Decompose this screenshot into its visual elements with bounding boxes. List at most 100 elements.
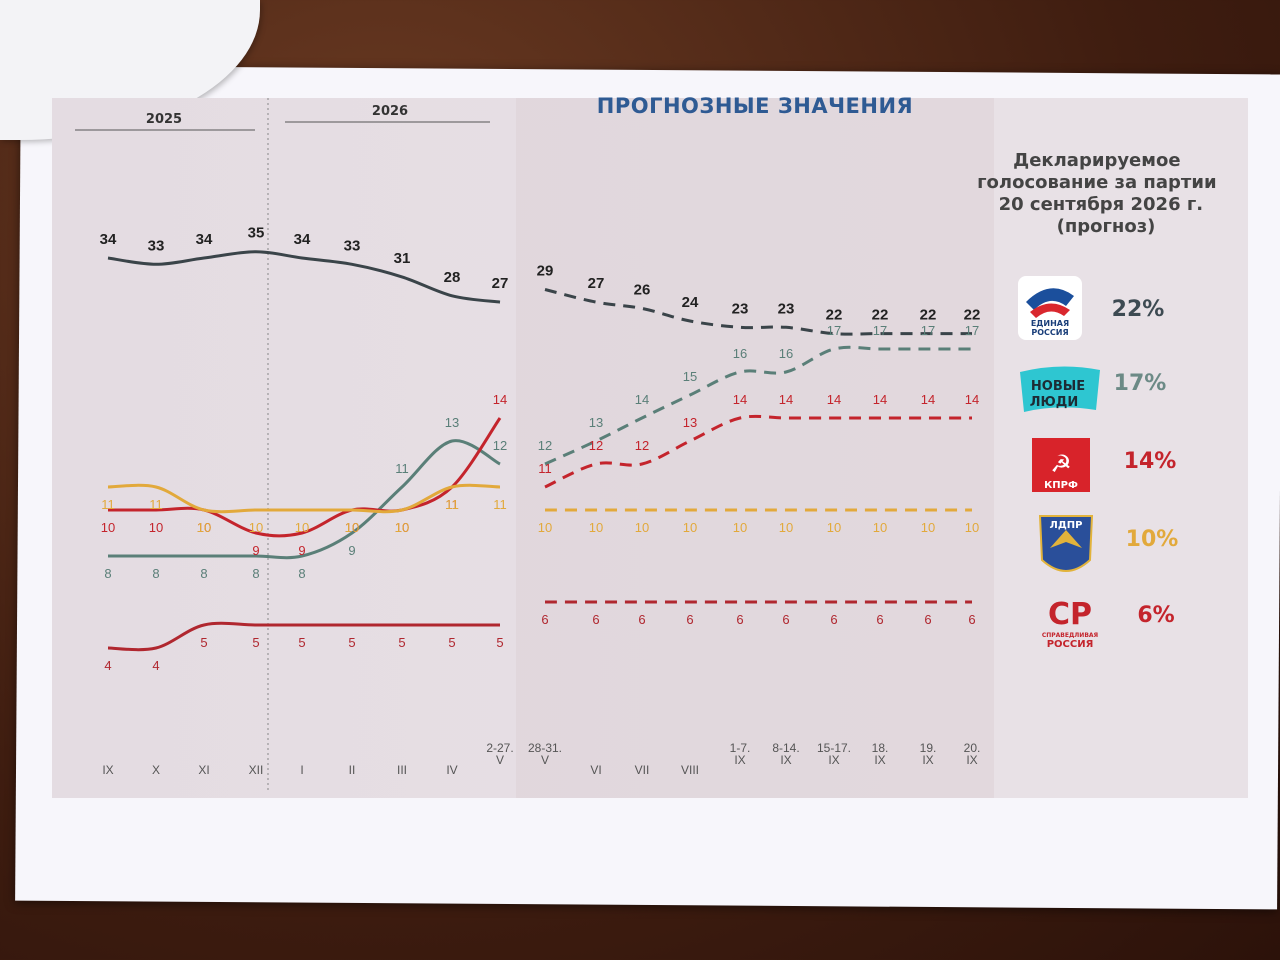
x-tick-1: X: [152, 763, 160, 777]
series-line-2-actual: [108, 417, 502, 538]
data-label-s0-10: 27: [588, 275, 605, 292]
legend: Декларируемое голосование за партии 20 с…: [977, 150, 1223, 650]
data-label-s2-13: 14: [733, 392, 747, 407]
new-people-logo-line-2: ЛЮДИ: [1030, 395, 1079, 410]
data-label-s4-3: 5: [252, 635, 259, 650]
x-tick-13: 1-7. IX: [730, 741, 751, 767]
united-russia-logo: ЕДИНАЯ РОССИЯ: [1018, 276, 1082, 340]
x-tick-9: 28-31. V: [528, 741, 562, 767]
data-label-s4-17: 6: [924, 612, 931, 627]
data-label-s3-5: 10: [345, 520, 359, 535]
data-label-s4-16: 6: [876, 612, 883, 627]
data-label-s3-0: 11: [101, 497, 115, 512]
series-layer: [107, 250, 972, 652]
data-label-s0-17: 22: [920, 307, 937, 324]
data-label-s1-8: 12: [493, 438, 507, 453]
data-label-s1-13: 16: [733, 346, 747, 361]
new-people-logo: НОВЫЕ ЛЮДИ: [1020, 366, 1100, 412]
legend-title-line-1: Декларируемое: [1013, 150, 1180, 171]
data-label-s2-18: 14: [965, 392, 979, 407]
data-label-s1-17: 17: [921, 323, 935, 338]
x-tick-12: VIII: [681, 763, 699, 777]
data-label-s0-5: 33: [344, 237, 361, 254]
x-tick-7: IV: [446, 763, 457, 777]
data-label-s2-8: 14: [493, 392, 507, 407]
data-label-s3-13: 10: [733, 520, 747, 535]
fair-russia-logo: СР СПРАВЕДЛИВАЯ РОССИЯ: [1042, 597, 1099, 650]
data-label-s2-1: 10: [149, 520, 163, 535]
data-label-s3-16: 10: [873, 520, 887, 535]
x-tick-15: 15-17. IX: [817, 741, 851, 767]
series-line-0-forecast: [544, 288, 972, 336]
ldpr-logo: ЛДПР: [1038, 515, 1094, 572]
legend-value-united-russia: 22%: [1112, 297, 1165, 322]
data-label-s2-9: 11: [538, 461, 552, 476]
data-label-s2-5: 10: [345, 520, 359, 535]
data-label-s0-7: 28: [444, 269, 461, 286]
data-label-s2-0: 10: [101, 520, 115, 535]
new-people-logo-line-1: НОВЫЕ: [1031, 379, 1085, 394]
x-tick-10: VI: [590, 763, 601, 777]
data-label-s0-11: 26: [634, 281, 651, 298]
series-line-0-actual: [107, 250, 501, 304]
data-label-s2-4: 9: [298, 543, 305, 558]
data-label-s2-15: 14: [827, 392, 841, 407]
data-label-s4-7: 5: [448, 635, 455, 650]
kprf-logo-text: КПРФ: [1044, 480, 1078, 491]
hammer-sickle-icon: ☭: [1050, 451, 1072, 478]
data-label-s3-3: 10: [249, 520, 263, 535]
data-label-s3-15: 10: [827, 520, 841, 535]
legend-title-line-3: 20 сентября 2026 г.: [999, 194, 1204, 215]
data-label-s0-12: 24: [682, 294, 699, 311]
data-label-s3-7: 11: [445, 497, 459, 512]
united-russia-logo-line-1: ЕДИНАЯ: [1031, 319, 1069, 328]
data-label-s1-16: 17: [873, 323, 887, 338]
data-label-s1-9: 12: [538, 438, 552, 453]
x-tick-14: 8-14. IX: [772, 741, 799, 767]
data-label-s3-8: 11: [493, 497, 507, 512]
x-tick-18: 20. IX: [964, 741, 981, 767]
x-tick-0: IX: [102, 763, 113, 777]
data-label-s0-16: 22: [872, 307, 889, 324]
data-label-s3-11: 10: [635, 520, 649, 535]
x-axis-ticks: IX X XI XII I II III IV2-27. V28-31. VVI VII VIII1-…: [102, 741, 980, 777]
data-label-s1-14: 16: [779, 346, 793, 361]
data-label-s3-12: 10: [683, 520, 697, 535]
data-label-s4-18: 6: [968, 612, 975, 627]
data-label-s4-11: 6: [638, 612, 645, 627]
data-label-s0-13: 23: [732, 300, 749, 317]
legend-value-ldpr: 10%: [1126, 527, 1179, 552]
series-line-1-actual: [108, 439, 501, 560]
series-line-4-actual: [107, 621, 501, 652]
legend-title: Декларируемое голосование за партии 20 с…: [977, 150, 1223, 237]
series-line-1-forecast: [544, 345, 972, 466]
data-label-s1-15: 17: [827, 323, 841, 338]
data-label-s1-11: 14: [635, 392, 649, 407]
data-label-s1-5: 9: [348, 543, 355, 558]
data-label-s4-1: 4: [152, 658, 159, 673]
data-label-s0-1: 33: [148, 237, 165, 254]
data-label-s0-9: 29: [537, 263, 554, 280]
x-tick-17: 19. IX: [920, 741, 937, 767]
data-label-s4-0: 4: [104, 658, 111, 673]
data-label-s4-2: 5: [200, 635, 207, 650]
data-label-s1-10: 13: [589, 415, 603, 430]
data-label-s1-7: 13: [445, 415, 459, 430]
data-label-s4-9: 6: [541, 612, 548, 627]
data-label-s4-4: 5: [298, 635, 305, 650]
data-label-s4-15: 6: [830, 612, 837, 627]
x-tick-16: 18. IX: [872, 741, 889, 767]
data-label-s2-14: 14: [779, 392, 793, 407]
data-label-s2-16: 14: [873, 392, 887, 407]
legend-title-line-4: (прогноз): [1057, 216, 1156, 237]
data-label-s0-18: 22: [964, 307, 981, 324]
data-label-s1-3: 8: [252, 566, 259, 581]
data-label-s1-12: 15: [683, 369, 697, 384]
data-label-s2-6: 10: [395, 520, 409, 535]
data-label-s3-2: 10: [197, 520, 211, 535]
data-label-s3-4: 10: [295, 520, 309, 535]
x-tick-2: XI: [198, 763, 209, 777]
data-label-s2-17: 14: [921, 392, 935, 407]
data-label-s0-2: 34: [196, 231, 213, 248]
united-russia-logo-line-2: РОССИЯ: [1031, 328, 1068, 337]
